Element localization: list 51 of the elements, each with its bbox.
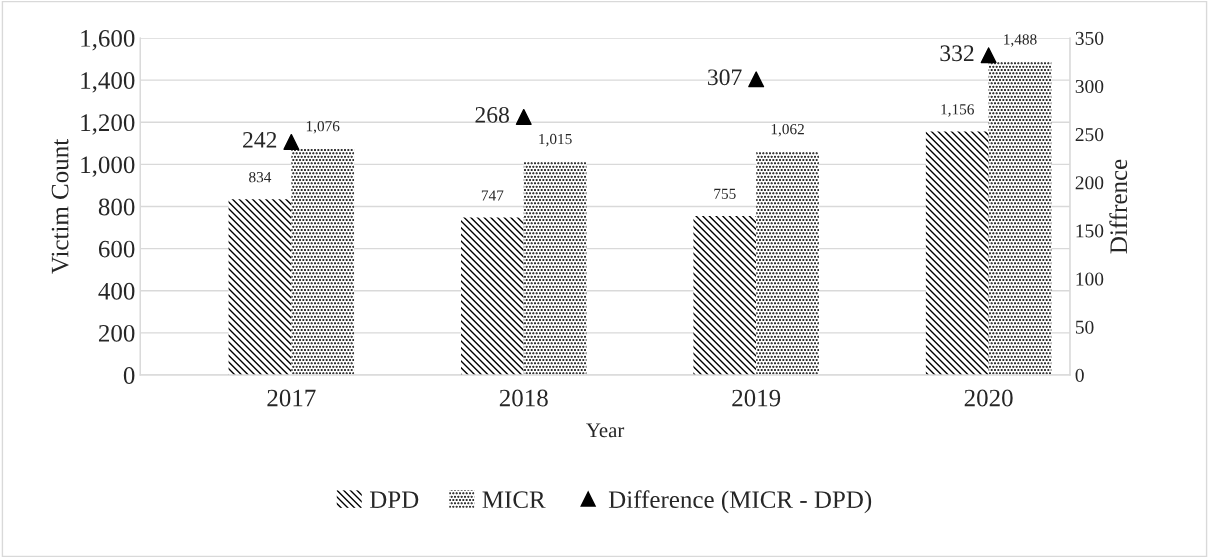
- data-label: 1,156: [941, 104, 974, 117]
- point: [283, 133, 300, 150]
- y2-tick-label: 100: [1076, 272, 1104, 286]
- x-tick-label: 2017: [267, 389, 316, 407]
- point: [748, 71, 765, 88]
- y2-tick-label: 150: [1076, 224, 1104, 238]
- y2-tick-label: 200: [1075, 176, 1104, 190]
- data-label: 1,076: [306, 121, 340, 134]
- data-label: 242: [243, 131, 277, 148]
- y-tick-label: 200: [98, 324, 135, 342]
- y-tick-label: 0: [123, 367, 135, 384]
- x-axis-title: Year: [586, 423, 625, 438]
- data-label: 755: [714, 188, 736, 199]
- y-tick-label: 800: [98, 198, 135, 216]
- y-tick-label: 1,200: [81, 114, 135, 135]
- data-label: 332: [940, 45, 974, 62]
- point: [980, 47, 997, 64]
- bar: [228, 199, 292, 375]
- bar: [523, 161, 587, 375]
- data-label: 1,015: [539, 133, 572, 147]
- y-tick-label: 1,400: [81, 72, 135, 93]
- x-tick-label: 2018: [499, 389, 548, 407]
- bar: [988, 61, 1052, 375]
- y2-tick-label: 250: [1075, 128, 1104, 142]
- x-tick-label: 2019: [732, 389, 781, 407]
- y2-tick-label: 50: [1075, 320, 1094, 334]
- bar: [693, 215, 757, 375]
- legend-label: Difference (MICR - DPD): [608, 490, 872, 514]
- legend-label: DPD: [369, 491, 419, 508]
- y2-axis-title: Diffrence: [1109, 159, 1128, 254]
- y-tick-label: 1,000: [81, 156, 135, 177]
- y-tick-label: 1,600: [81, 29, 135, 51]
- y-tick-label: 400: [98, 282, 135, 300]
- y2-tick-label: 350: [1075, 31, 1104, 45]
- data-label: 1,488: [1004, 34, 1037, 47]
- y2-tick-label: 300: [1075, 79, 1104, 94]
- bar: [291, 148, 355, 375]
- data-label: 1,062: [771, 123, 804, 137]
- x-tick-label: 2020: [964, 389, 1013, 407]
- bar: [756, 151, 819, 375]
- data-label: 834: [249, 172, 272, 183]
- data-label: 268: [475, 106, 509, 123]
- bar: [925, 131, 989, 375]
- data-label: 307: [708, 69, 742, 86]
- y-tick-label: 600: [98, 240, 135, 258]
- y-axis-title: Victim Count: [51, 138, 69, 274]
- point: [515, 108, 532, 125]
- legend-label: MICR: [482, 491, 546, 509]
- y2-tick-label: 0: [1075, 368, 1084, 382]
- data-label: 747: [481, 190, 504, 201]
- bar: [461, 217, 524, 375]
